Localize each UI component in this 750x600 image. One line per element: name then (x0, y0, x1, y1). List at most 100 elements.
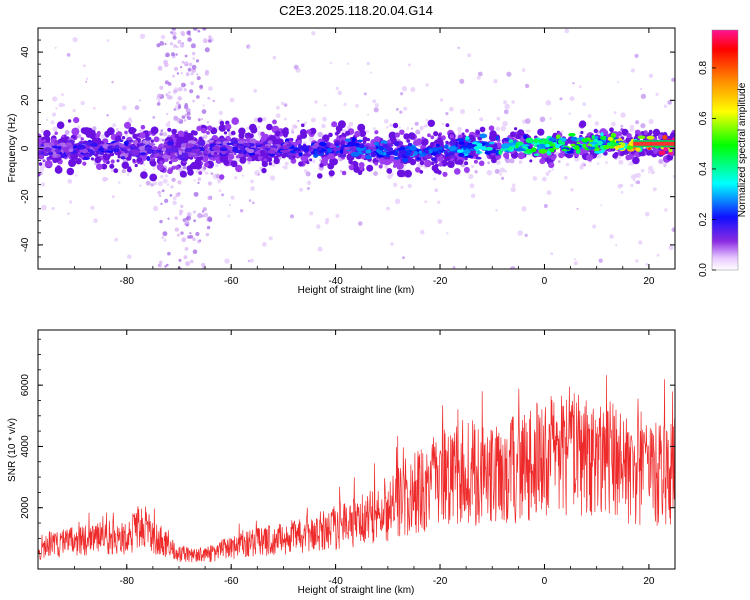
spectrogram-speckle (386, 126, 389, 129)
spectrogram-speckle (156, 43, 161, 48)
spectrogram-band-cell (330, 154, 336, 160)
spectrogram-speckle (564, 28, 570, 34)
spectrogram-speckle (615, 244, 618, 247)
spectrogram-ridge-cell (267, 149, 276, 155)
spectrogram-ridge-cell (82, 156, 91, 160)
spectrogram-band-cell (358, 129, 367, 137)
spectrogram-band-cell (73, 117, 80, 124)
spectrogram-speckle (178, 87, 183, 92)
spectrogram-speckle (311, 31, 316, 36)
spectrogram-speckle (164, 198, 169, 203)
spectrogram-band-cell (223, 159, 230, 166)
spectrogram-ridge-cell (287, 153, 297, 156)
spectrogram-band-cell (348, 159, 353, 165)
spectrogram-speckle (177, 96, 182, 101)
spectrogram-ridge-cell (249, 138, 257, 144)
spectrogram-speckle (510, 266, 516, 269)
spectrogram-band-cell (231, 130, 236, 136)
spectrogram-ridge-cell (393, 141, 400, 147)
spectrogram-speckle (394, 198, 401, 204)
spectrogram-speckle (658, 159, 664, 164)
spectrogram-band-cell (386, 168, 393, 174)
spectrogram-speckle (367, 113, 370, 116)
spectrogram-speckle (61, 93, 64, 96)
spectrogram-speckle (262, 242, 267, 247)
spectrogram-ridge-cell (358, 144, 365, 149)
spectrogram-speckle (171, 31, 177, 37)
spectrogram-ridge-cell (343, 146, 350, 150)
spectrogram-speckle (160, 175, 164, 179)
spectrogram-speckle (291, 128, 295, 132)
spectrogram-ridge-cell (294, 150, 302, 154)
spectrogram-band-cell (56, 121, 65, 129)
spectrogram-speckle (54, 46, 57, 50)
spectrogram-band-cell (204, 162, 209, 168)
spectrogram-ridge-cell (591, 134, 595, 140)
spectrogram-ridge-cell (274, 152, 278, 155)
spectrogram-band-cell (464, 161, 469, 166)
spectrogram-speckle (205, 171, 209, 175)
spectrogram-ridge-cell (449, 140, 457, 146)
spectrogram-band-cell (150, 126, 159, 135)
spectrogram-speckle (572, 82, 575, 85)
spectrogram-band-cell (223, 131, 228, 135)
spectrogram-ridge-cell (557, 139, 563, 144)
spectrogram-band-cell (108, 153, 113, 157)
spectrogram-ridge-cell (350, 152, 360, 157)
spectrogram-band-cell (268, 162, 272, 166)
spectrogram-ridge-cell (555, 144, 560, 149)
spectrogram-speckle (592, 224, 597, 229)
spectrogram-ridge-cell (197, 140, 206, 146)
spectrogram-band-cell (201, 127, 207, 134)
spectrogram-ridge-cell (538, 148, 548, 154)
spectrogram-speckle (476, 75, 481, 80)
spectrogram-speckle (632, 178, 636, 182)
spectrogram-xtick-label: -60 (224, 276, 239, 287)
spectrogram-speckle (172, 196, 177, 201)
spectrogram-ridge-cell (148, 143, 156, 146)
spectrogram-speckle (262, 116, 267, 122)
spectrogram-band-cell (296, 139, 302, 146)
spectrogram-speckle (314, 100, 318, 104)
spectrogram-ridge-cell (203, 149, 208, 155)
spectrogram-speckle (372, 99, 377, 104)
spectrogram-speckle (521, 68, 526, 72)
spectrogram-band-cell (68, 159, 77, 167)
spectrogram-speckle (630, 68, 635, 73)
spectrogram-speckle (504, 169, 507, 173)
spectrogram-speckle (200, 117, 204, 121)
spectrogram-speckle (176, 45, 179, 49)
spectrogram-ridge-cell (485, 147, 493, 151)
spectrogram-speckle (40, 182, 46, 187)
spectrogram-speckle (224, 258, 230, 264)
spectrogram-speckle (398, 126, 401, 129)
spectrogram-speckle (414, 121, 419, 126)
spectrogram-speckle (317, 246, 323, 252)
spectrogram-speckle (201, 109, 207, 114)
spectrogram-band-cell (309, 127, 317, 135)
spectrogram-band-cell (136, 157, 143, 163)
spectrogram-speckle (173, 115, 179, 121)
spectrogram-ridge-cell (68, 148, 74, 153)
spectrogram-ridge-cell (469, 144, 477, 147)
spectrogram-speckle (145, 180, 151, 186)
spectrogram-speckle (518, 160, 523, 165)
spectrogram-band-cell (66, 167, 75, 176)
spectrogram-speckle (574, 258, 577, 261)
spectrogram-speckle (195, 59, 200, 63)
spectrogram-speckle (192, 69, 195, 72)
spectrogram-band-cell (38, 172, 41, 177)
spectrogram-ridge-cell (203, 145, 208, 149)
spectrogram-speckle (169, 194, 173, 197)
spectrogram-ridge-cell (633, 141, 675, 146)
spectrogram-ridge-cell (355, 147, 364, 151)
spectrogram-speckle (207, 96, 211, 100)
spectrogram-ridge-cell (208, 153, 212, 158)
spectrogram-speckle (253, 88, 258, 93)
snr-xlabel: Height of straight line (km) (298, 585, 415, 596)
spectrogram-ridge-cell (233, 150, 243, 154)
spectrogram-band-cell (75, 158, 82, 165)
spectrogram-speckle (193, 219, 197, 223)
spectrogram-speckle (196, 95, 200, 99)
spectrogram-ridge-cell (288, 156, 293, 160)
